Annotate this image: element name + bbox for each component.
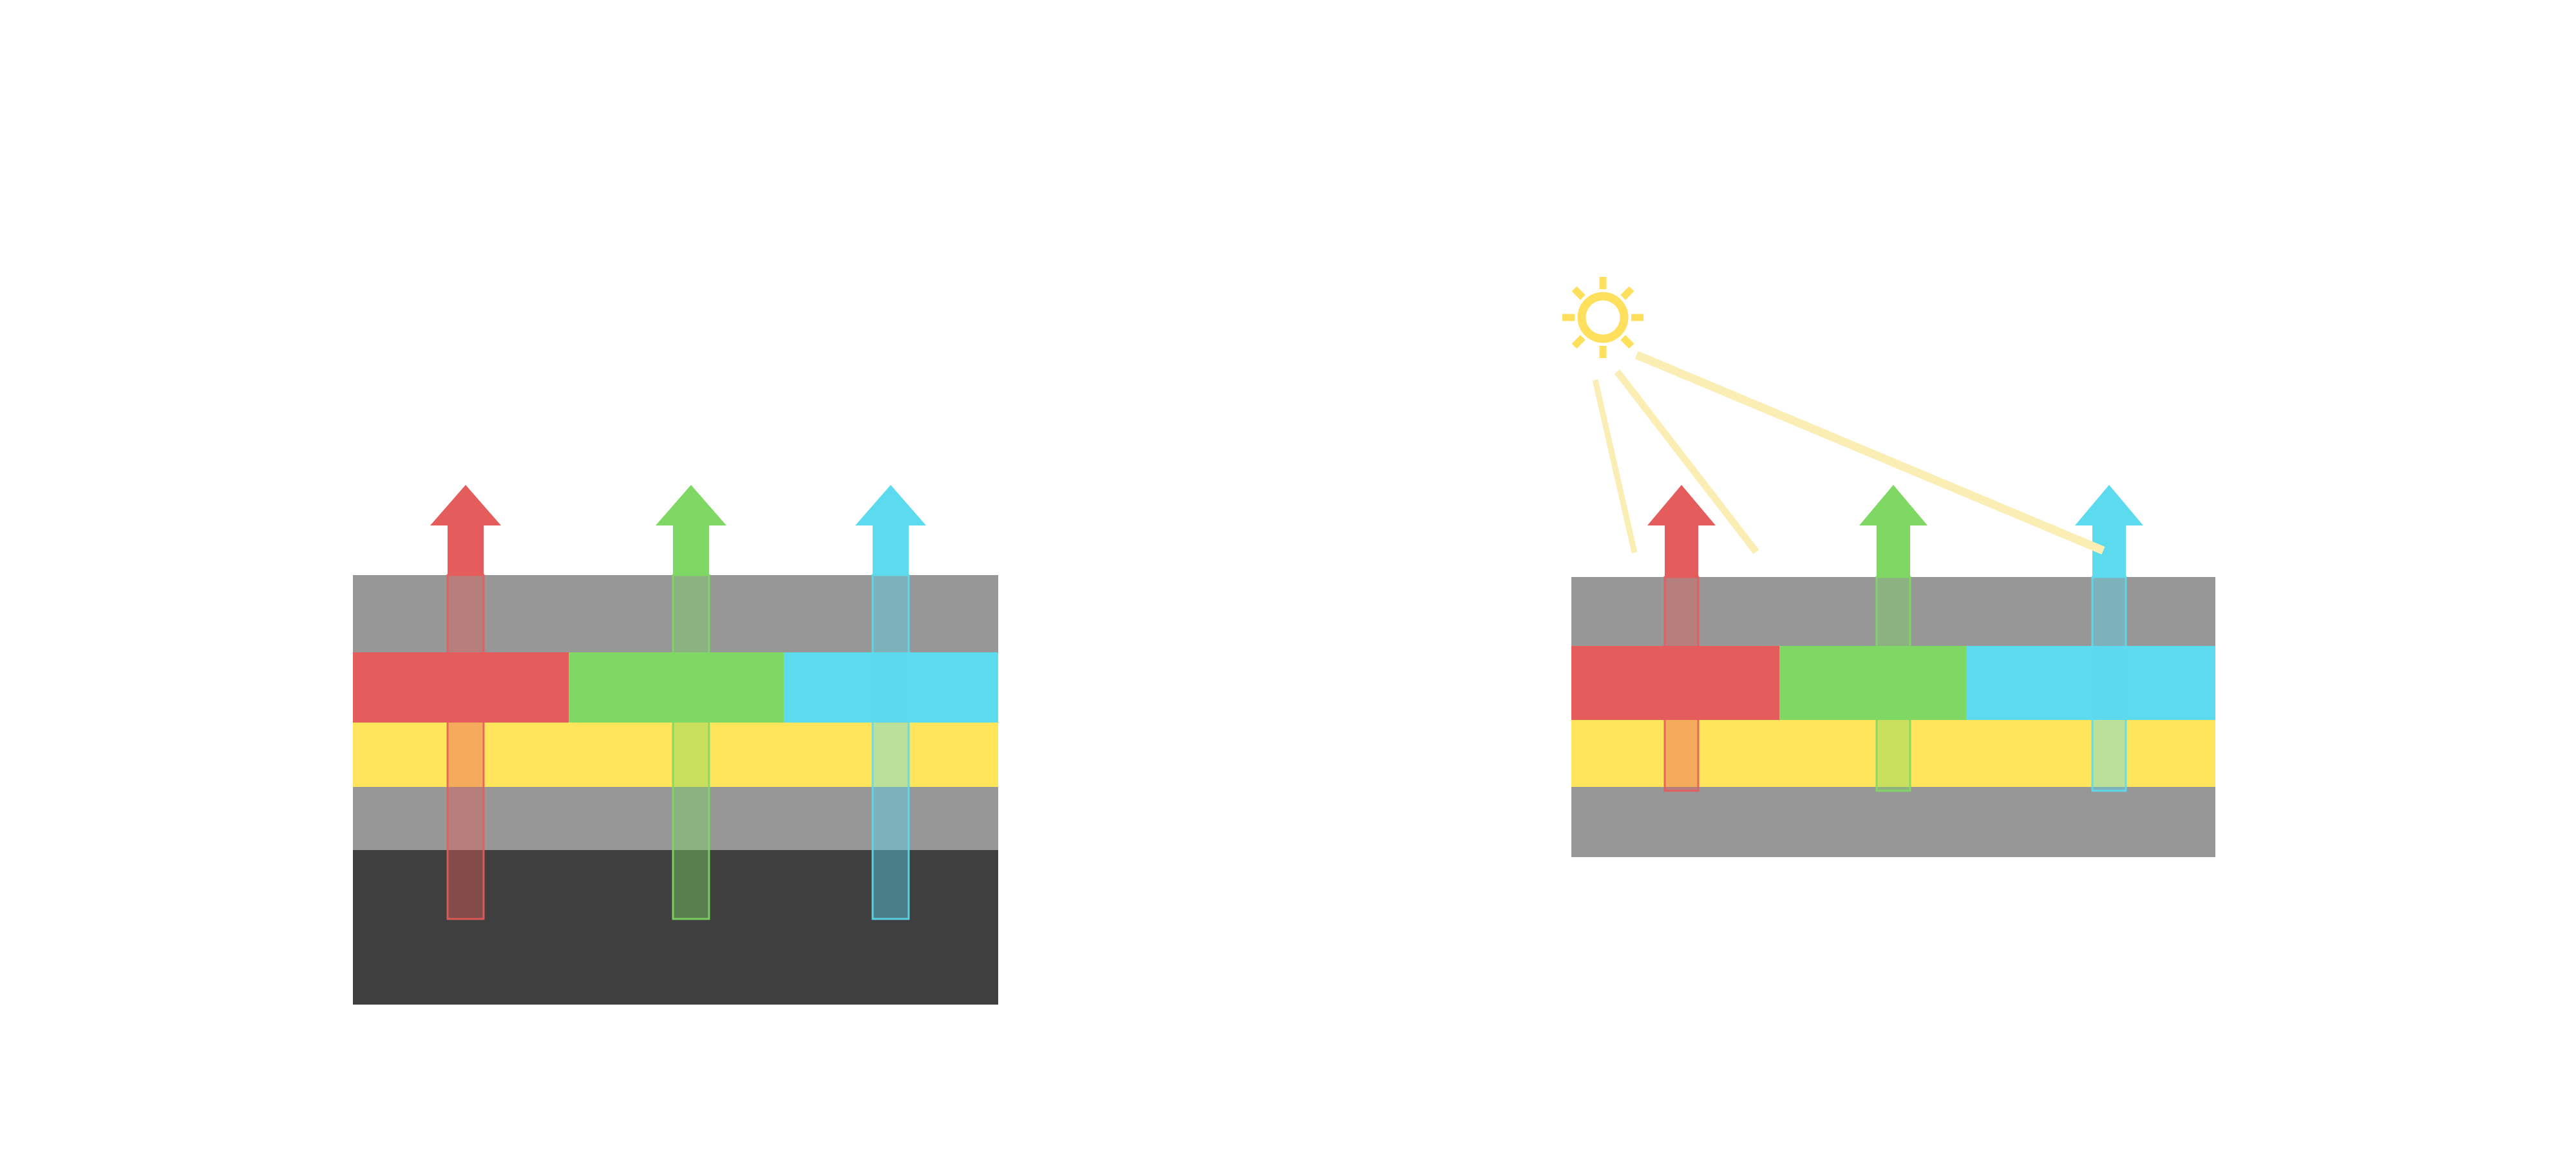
right-stack-illuminated-top-electrode [1571, 577, 2215, 646]
left-stack-dark-absorber-cyan [784, 652, 998, 723]
emission-arrow-cyan-head [855, 485, 926, 525]
right-stack-illuminated-emission-arrow-green [1859, 485, 1927, 792]
sun-ray-tick-6 [1571, 335, 1586, 349]
left-stack-dark [353, 485, 998, 1005]
right-stack-illuminated-absorber-green [1779, 646, 1966, 720]
right-stack-illuminated-layers [1571, 577, 2215, 857]
sun-ray-2 [1614, 369, 1759, 554]
emission-arrow-cyan-shaft [873, 525, 909, 575]
right-stack-illuminated-sun-rays [1592, 351, 2105, 554]
left-stack-dark-back-contact [353, 787, 998, 850]
left-stack-dark-emission-arrow-red [430, 485, 501, 920]
left-stack-dark-transport-layer [353, 723, 998, 787]
emission-arrow-cyan-buried-tail [871, 574, 910, 920]
sun-ring [1577, 292, 1629, 343]
left-stack-dark-top-electrode [353, 575, 998, 652]
emission-arrow-red-shaft [448, 525, 484, 575]
right-stack-illuminated-absorber-band [1571, 646, 2215, 720]
emission-arrow-red-head [1647, 485, 1716, 525]
right-stack-illuminated-arrows [1647, 485, 2143, 792]
emission-arrow-green-buried-tail [672, 574, 710, 920]
left-stack-dark-absorber-red [353, 652, 569, 723]
sun-ray-tick-2 [1620, 286, 1634, 300]
left-stack-dark-emission-arrow-green [656, 485, 726, 920]
right-stack-illuminated-absorber-red [1571, 646, 1779, 720]
right-stack-illuminated-back-contact [1571, 787, 2215, 857]
right-stack-illuminated-emission-arrow-cyan [2075, 485, 2143, 792]
emission-arrow-red-head [430, 485, 501, 525]
sun-ray-tick-4 [1620, 335, 1634, 349]
sun-ray-1 [1592, 379, 1638, 553]
left-stack-dark-emission-arrow-cyan [855, 485, 926, 920]
sun-icon [1562, 277, 1643, 358]
left-stack-dark-absorber-band [353, 652, 998, 723]
emission-arrow-cyan-head [2075, 485, 2143, 525]
sun-ray-3 [1634, 351, 2105, 554]
emission-arrow-red-shaft [1665, 525, 1698, 577]
emission-arrow-green-shaft [1877, 525, 1910, 577]
emission-arrow-red-buried-tail [1663, 576, 1700, 792]
emission-arrow-green-head [1859, 485, 1927, 525]
left-stack-dark-layers [353, 575, 998, 1005]
emission-arrow-red-buried-tail [446, 574, 485, 920]
left-stack-dark-absorber-green [569, 652, 784, 723]
emission-arrow-green-shaft [673, 525, 709, 575]
right-stack-illuminated-transport-layer [1571, 720, 2215, 787]
right-stack-illuminated [1562, 277, 2215, 857]
left-stack-dark-substrate [353, 850, 998, 1005]
left-stack-dark-arrows [430, 485, 926, 920]
right-stack-illuminated-emission-arrow-red [1647, 485, 1716, 792]
emission-arrow-cyan-buried-tail [2091, 576, 2127, 792]
sun-ray-tick-8 [1571, 286, 1586, 300]
right-stack-illuminated-absorber-cyan [1966, 646, 2215, 720]
emission-arrow-green-head [656, 485, 726, 525]
emission-arrow-green-buried-tail [1875, 576, 1911, 792]
